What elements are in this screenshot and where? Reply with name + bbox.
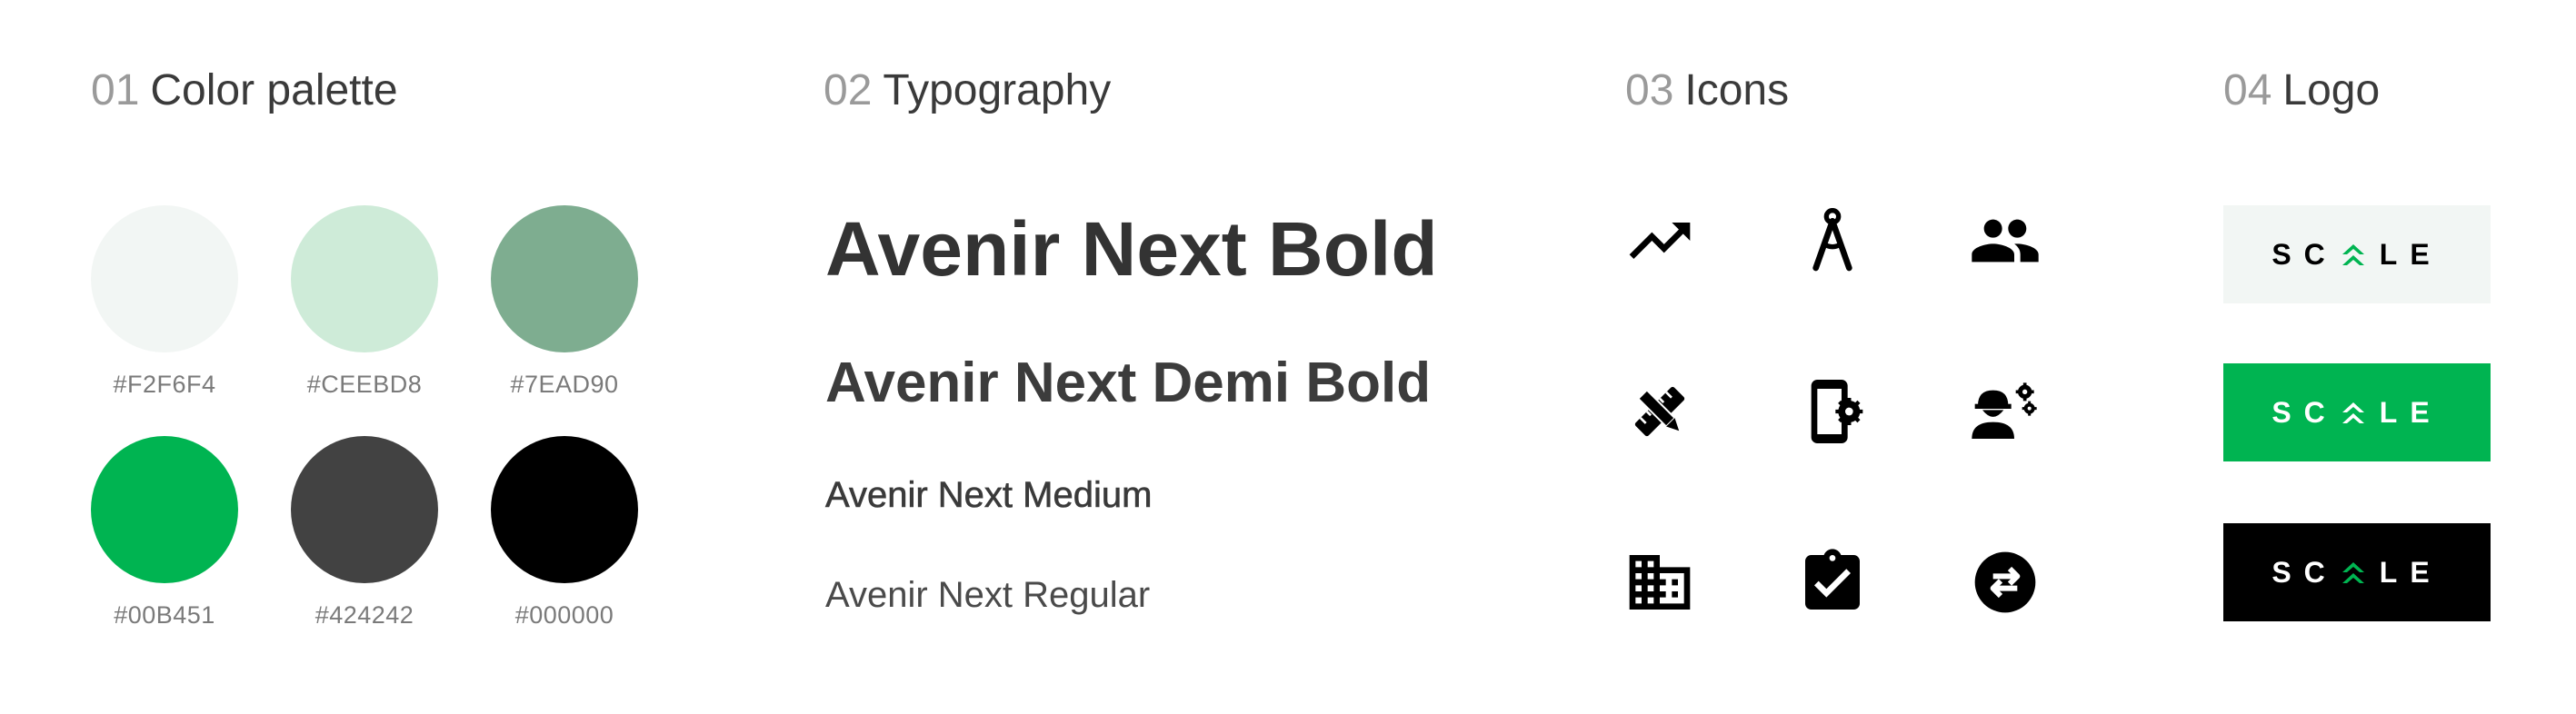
typography-heading: 02 Typography (824, 65, 1111, 115)
font-sample-demi-bold: Avenir Next Demi Bold (825, 352, 1432, 414)
color-hex-label: #F2F6F4 (113, 371, 216, 398)
color-swatch (291, 205, 438, 352)
logo-heading: 04 Logo (2223, 65, 2380, 115)
section-title: Typography (883, 66, 1112, 114)
section-number: 03 (1625, 66, 1674, 114)
color-swatch (291, 436, 438, 583)
logo-text-left: SC (2271, 555, 2338, 589)
logo-text-right: LE (2379, 237, 2442, 271)
section-number: 01 (91, 66, 140, 114)
color-hex-label: #00B451 (114, 601, 215, 629)
phone-settings-icon (1796, 375, 1869, 448)
font-sample-regular: Avenir Next Regular (825, 575, 1151, 615)
logo-text-right: LE (2379, 395, 2442, 429)
chevron-up-logo-icon (2338, 399, 2369, 426)
font-sample-medium: Avenir Next Medium (825, 475, 1153, 516)
logo-dark: SC LE (2223, 523, 2491, 621)
color-palette-heading: 01 Color palette (91, 65, 398, 115)
color-hex-label: #7EAD90 (510, 371, 619, 398)
engineer-settings-icon (1969, 375, 2042, 448)
logo-text-left: SC (2271, 395, 2338, 429)
color-swatch (91, 436, 238, 583)
chevron-up-logo-icon (2338, 559, 2369, 586)
chevron-up-logo-icon (2338, 241, 2369, 268)
logo-green: SC LE (2223, 363, 2491, 461)
section-title: Logo (2282, 66, 2381, 114)
color-swatch (491, 436, 638, 583)
trending-up-icon (1623, 204, 1696, 277)
logo-light: SC LE (2223, 205, 2491, 303)
section-number: 02 (824, 66, 873, 114)
section-number: 04 (2223, 66, 2272, 114)
clipboard-check-icon (1796, 546, 1869, 619)
color-hex-label: #424242 (315, 601, 414, 629)
scale-logo: SC LE (2271, 556, 2441, 590)
icons-heading: 03 Icons (1625, 65, 1789, 115)
section-title: Color palette (150, 66, 398, 114)
logo-text-left: SC (2271, 237, 2338, 271)
building-icon (1623, 546, 1696, 619)
scale-logo: SC LE (2271, 396, 2441, 430)
people-icon (1969, 204, 2042, 277)
color-hex-label: #CEEBD8 (306, 371, 423, 398)
swap-arrows-icon (1969, 546, 2042, 619)
section-title: Icons (1684, 66, 1790, 114)
compass-drafting-icon (1796, 204, 1869, 277)
color-swatch (91, 205, 238, 352)
pencil-ruler-icon (1623, 375, 1696, 448)
logo-text-right: LE (2379, 555, 2442, 589)
scale-logo: SC LE (2271, 238, 2441, 272)
color-hex-label: #000000 (514, 601, 614, 629)
color-swatch (491, 205, 638, 352)
font-sample-bold: Avenir Next Bold (825, 206, 1438, 292)
